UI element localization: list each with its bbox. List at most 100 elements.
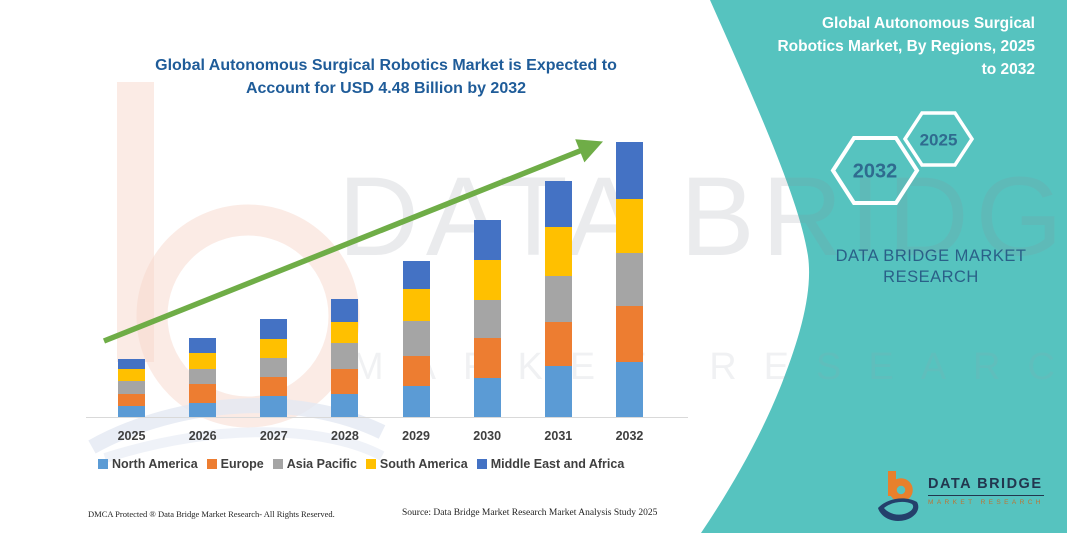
x-axis-label-2032: 2032 (615, 429, 644, 443)
bar-segment-south-america (118, 369, 145, 382)
bar-segment-middle-east-and-africa (331, 299, 359, 322)
bar-segment-south-america (260, 339, 288, 359)
hexagon-2032-label: 2032 (853, 161, 898, 183)
logo-text: DATA BRIDGE MARKET RESEARCH (928, 476, 1044, 506)
legend-swatch-icon (365, 459, 376, 469)
right-panel-title: Global Autonomous Surgical Robotics Mark… (705, 12, 1035, 81)
year-hexagons: 2032 2025 (830, 111, 975, 205)
bar-segment-asia-pacific (331, 342, 359, 370)
bar-segment-north-america (402, 386, 430, 417)
x-axis-label-2026: 2026 (188, 429, 217, 443)
bar-segment-asia-pacific (402, 320, 430, 357)
logo-title: DATA BRIDGE (928, 476, 1044, 496)
right-title-line2: Robotics Market, By Regions, 2025 (777, 38, 1035, 55)
bar-segment-north-america (189, 403, 217, 417)
legend-label: South America (379, 457, 468, 471)
bar-column-2031 (544, 180, 572, 417)
legend-item-north-america: North America (98, 457, 198, 471)
bar-segment-south-america (544, 227, 572, 276)
bar-segment-south-america (615, 198, 643, 253)
brand-text-line1: DATA BRIDGE MARKET (835, 247, 1027, 265)
legend-swatch-icon (476, 459, 487, 469)
bar-segment-middle-east-and-africa (615, 142, 643, 199)
hexagon-2025-icon (902, 111, 975, 167)
bar-segment-asia-pacific (544, 275, 572, 323)
x-axis-label-2030: 2030 (473, 429, 502, 443)
bar-segment-middle-east-and-africa (402, 261, 430, 290)
bar-segment-middle-east-and-africa (118, 359, 145, 370)
x-axis-label-2029: 2029 (402, 429, 430, 443)
legend-swatch-icon (98, 459, 108, 469)
dbmr-logo-icon (878, 471, 919, 521)
x-axis-label-2027: 2027 (259, 429, 288, 443)
bar-segment-south-america (189, 353, 217, 370)
x-axis-label-2031: 2031 (544, 429, 573, 443)
brand-text-line2: RESEARCH (883, 268, 979, 286)
bar-segment-south-america (473, 259, 501, 301)
bar-segment-north-america (544, 365, 572, 417)
legend-label: North America (112, 457, 198, 471)
bar-segment-europe (331, 369, 359, 395)
bar-column-2029 (402, 261, 430, 417)
bar-segment-asia-pacific (473, 300, 501, 338)
bar-segment-middle-east-and-africa (189, 338, 217, 354)
x-axis-line (86, 417, 688, 418)
hexagon-2025-label: 2025 (920, 131, 958, 150)
bar-segment-middle-east-and-africa (544, 180, 572, 228)
legend-swatch-icon (206, 459, 217, 469)
bar-segment-middle-east-and-africa (473, 219, 501, 260)
footer-copyright: DMCA Protected ® Data Bridge Market Rese… (88, 509, 335, 519)
legend-label: Europe (220, 457, 264, 471)
bar-column-2025 (118, 359, 145, 417)
legend-item-middle-east-and-africa: Middle East and Africa (476, 457, 625, 471)
bar-segment-north-america (615, 361, 643, 417)
footer-source: Source: Data Bridge Market Research Mark… (402, 508, 658, 518)
bar-segment-north-america (331, 394, 359, 417)
legend-item-europe: Europe (206, 457, 264, 471)
bar-segment-middle-east-and-africa (260, 318, 288, 340)
right-title-line1: Global Autonomous Surgical (822, 15, 1035, 32)
legend-item-south-america: South America (365, 457, 468, 471)
bar-segment-north-america (473, 377, 501, 417)
bar-column-2028 (331, 299, 359, 417)
logo-subtitle: MARKET RESEARCH (928, 499, 1044, 506)
bar-column-2027 (260, 318, 288, 417)
bar-segment-north-america (118, 405, 145, 417)
chart-title: Global Autonomous Surgical Robotics Mark… (108, 54, 664, 100)
bar-segment-asia-pacific (118, 381, 145, 395)
bar-segment-europe (118, 394, 145, 406)
logo-d-swoosh (878, 498, 919, 521)
legend-swatch-icon (272, 459, 283, 469)
bar-segment-europe (189, 383, 217, 404)
bar-segment-europe (544, 322, 572, 366)
legend-label: Middle East and Africa (490, 457, 625, 471)
chart-legend: North America Europe Asia Pacific South Ame… (98, 457, 624, 471)
bar-segment-europe (473, 337, 501, 378)
hexagon-2032-icon (830, 136, 920, 205)
legend-label: Asia Pacific (286, 457, 357, 471)
x-axis-label-2028: 2028 (331, 429, 359, 443)
right-title-line3: to 2032 (981, 61, 1035, 78)
logo-b-bowl (889, 478, 913, 502)
bar-segment-south-america (331, 321, 359, 343)
chart-title-line2: Account for USD 4.48 Billion by 2032 (245, 80, 527, 97)
bar-segment-europe (260, 377, 288, 397)
bar-segment-north-america (260, 396, 288, 417)
bar-segment-asia-pacific (615, 252, 643, 306)
bar-segment-asia-pacific (260, 358, 288, 378)
bar-column-2032 (615, 142, 643, 417)
legend-item-asia-pacific: Asia Pacific (272, 457, 357, 471)
teal-panel-shape (701, 0, 1067, 533)
bar-segment-europe (615, 305, 643, 362)
bar-segment-south-america (402, 289, 430, 321)
trend-arrow-head (575, 139, 603, 163)
chart-title-line1: Global Autonomous Surgical Robotics Mark… (155, 57, 617, 74)
bar-segment-asia-pacific (189, 369, 217, 384)
bar-column-2026 (189, 338, 217, 417)
right-panel-brand-text: DATA BRIDGE MARKET RESEARCH (831, 246, 1031, 288)
dbmr-logo: DATA BRIDGE MARKET RESEARCH (876, 466, 1044, 522)
bar-column-2030 (473, 219, 501, 417)
x-axis-label-2025: 2025 (117, 429, 146, 443)
